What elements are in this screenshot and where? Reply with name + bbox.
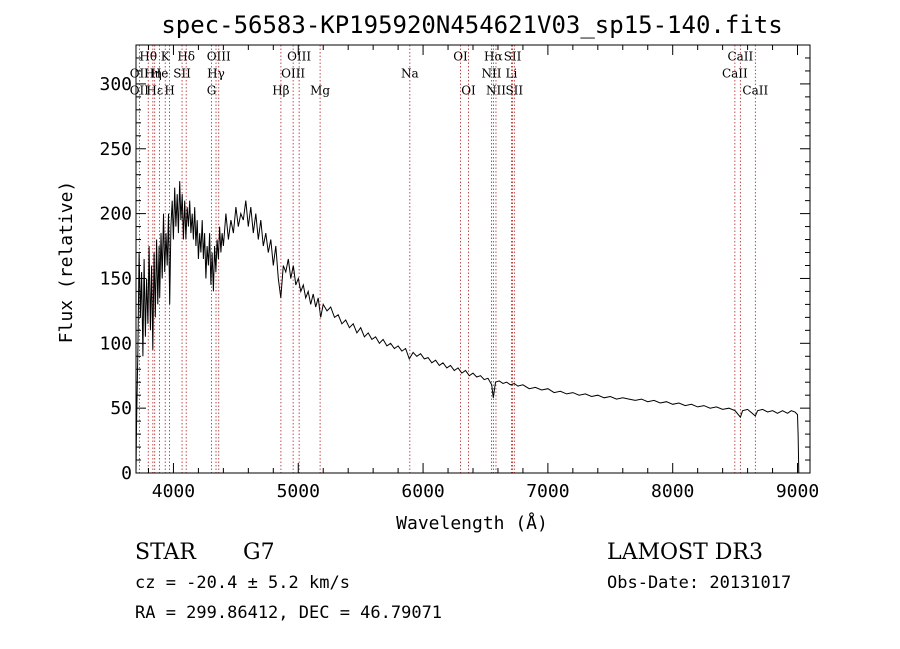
spectral-line-label: NII xyxy=(481,66,501,80)
x-axis: 4000 5000 6000 7000 8000 9000 xyxy=(147,45,819,502)
observation-date: Obs-Date: 20131017 xyxy=(607,573,792,593)
spectral-line-label: Hη xyxy=(144,66,162,80)
spectral-line-label: OIII xyxy=(287,50,311,64)
spectral-line-label: H xyxy=(164,83,174,97)
spectral-line-label: OII xyxy=(130,66,150,80)
spectral-line-label: CaII xyxy=(727,50,753,64)
redshift-cz: cz = -20.4 ± 5.2 km/s xyxy=(135,573,350,593)
spectral-line-label: K xyxy=(161,50,171,64)
spectral-line-label: He xyxy=(151,66,169,80)
y-tick-label: 200 xyxy=(99,204,132,225)
x-axis-label: Wavelength (Å) xyxy=(396,512,548,534)
x-tick-label: 8000 xyxy=(651,481,694,502)
x-tick-label: 7000 xyxy=(526,481,569,502)
spectral-line-label: NII xyxy=(486,83,506,97)
y-axis: 0 50 100 150 200 250 300 xyxy=(99,57,810,484)
spectral-line-label: OI xyxy=(461,83,476,97)
spectral-line-label: Hγ xyxy=(207,66,225,80)
spectral-line-label: OI xyxy=(453,50,468,64)
spectral-line-label: SII xyxy=(504,50,522,64)
plot-frame xyxy=(135,44,811,474)
y-tick-label: 250 xyxy=(99,139,132,160)
y-tick-label: 50 xyxy=(110,398,132,419)
spectral-line-label: Hδ xyxy=(177,50,195,64)
spectral-line-label: CaII xyxy=(742,83,768,97)
spectral-line-label: G xyxy=(207,83,217,97)
coordinates: RA = 299.86412, DEC = 46.79071 xyxy=(135,603,443,623)
survey-name: LAMOST DR3 xyxy=(607,540,763,565)
y-tick-label: 300 xyxy=(99,74,132,95)
x-tick-label: 6000 xyxy=(401,481,444,502)
spectral-line-label: Li xyxy=(506,66,518,80)
object-class: STAR xyxy=(135,540,196,565)
y-tick-label: 100 xyxy=(99,333,132,354)
object-subclass: G7 xyxy=(243,540,275,565)
spectral-line-label: Hθ xyxy=(139,50,157,64)
spectrum-line xyxy=(135,181,800,474)
spectral-line-label: CaII xyxy=(722,66,748,80)
spectral-line-label: Hε xyxy=(146,83,163,97)
chart-title: spec-56583-KP195920N454621V03_sp15-140.f… xyxy=(161,11,782,39)
y-axis-label: Flux (relative) xyxy=(56,181,77,344)
spectral-line-label: Hβ xyxy=(272,83,289,97)
spectral-line-label: SII xyxy=(173,66,191,80)
y-tick-label: 0 xyxy=(121,463,132,484)
spectral-line-label: Na xyxy=(401,66,419,80)
x-tick-label: 5000 xyxy=(277,481,320,502)
spectral-line-label: Hα xyxy=(484,50,503,64)
spectral-line-markers xyxy=(138,45,756,473)
spectral-line-label: OII xyxy=(130,83,150,97)
x-tick-label: 4000 xyxy=(152,481,195,502)
y-tick-label: 150 xyxy=(99,268,132,289)
spectral-line-label: OIII xyxy=(281,66,305,80)
x-tick-label: 9000 xyxy=(776,481,819,502)
spectral-line-label: SII xyxy=(505,83,523,97)
spectral-line-label: OIII xyxy=(207,50,231,64)
spectral-line-label: Mg xyxy=(310,83,330,97)
